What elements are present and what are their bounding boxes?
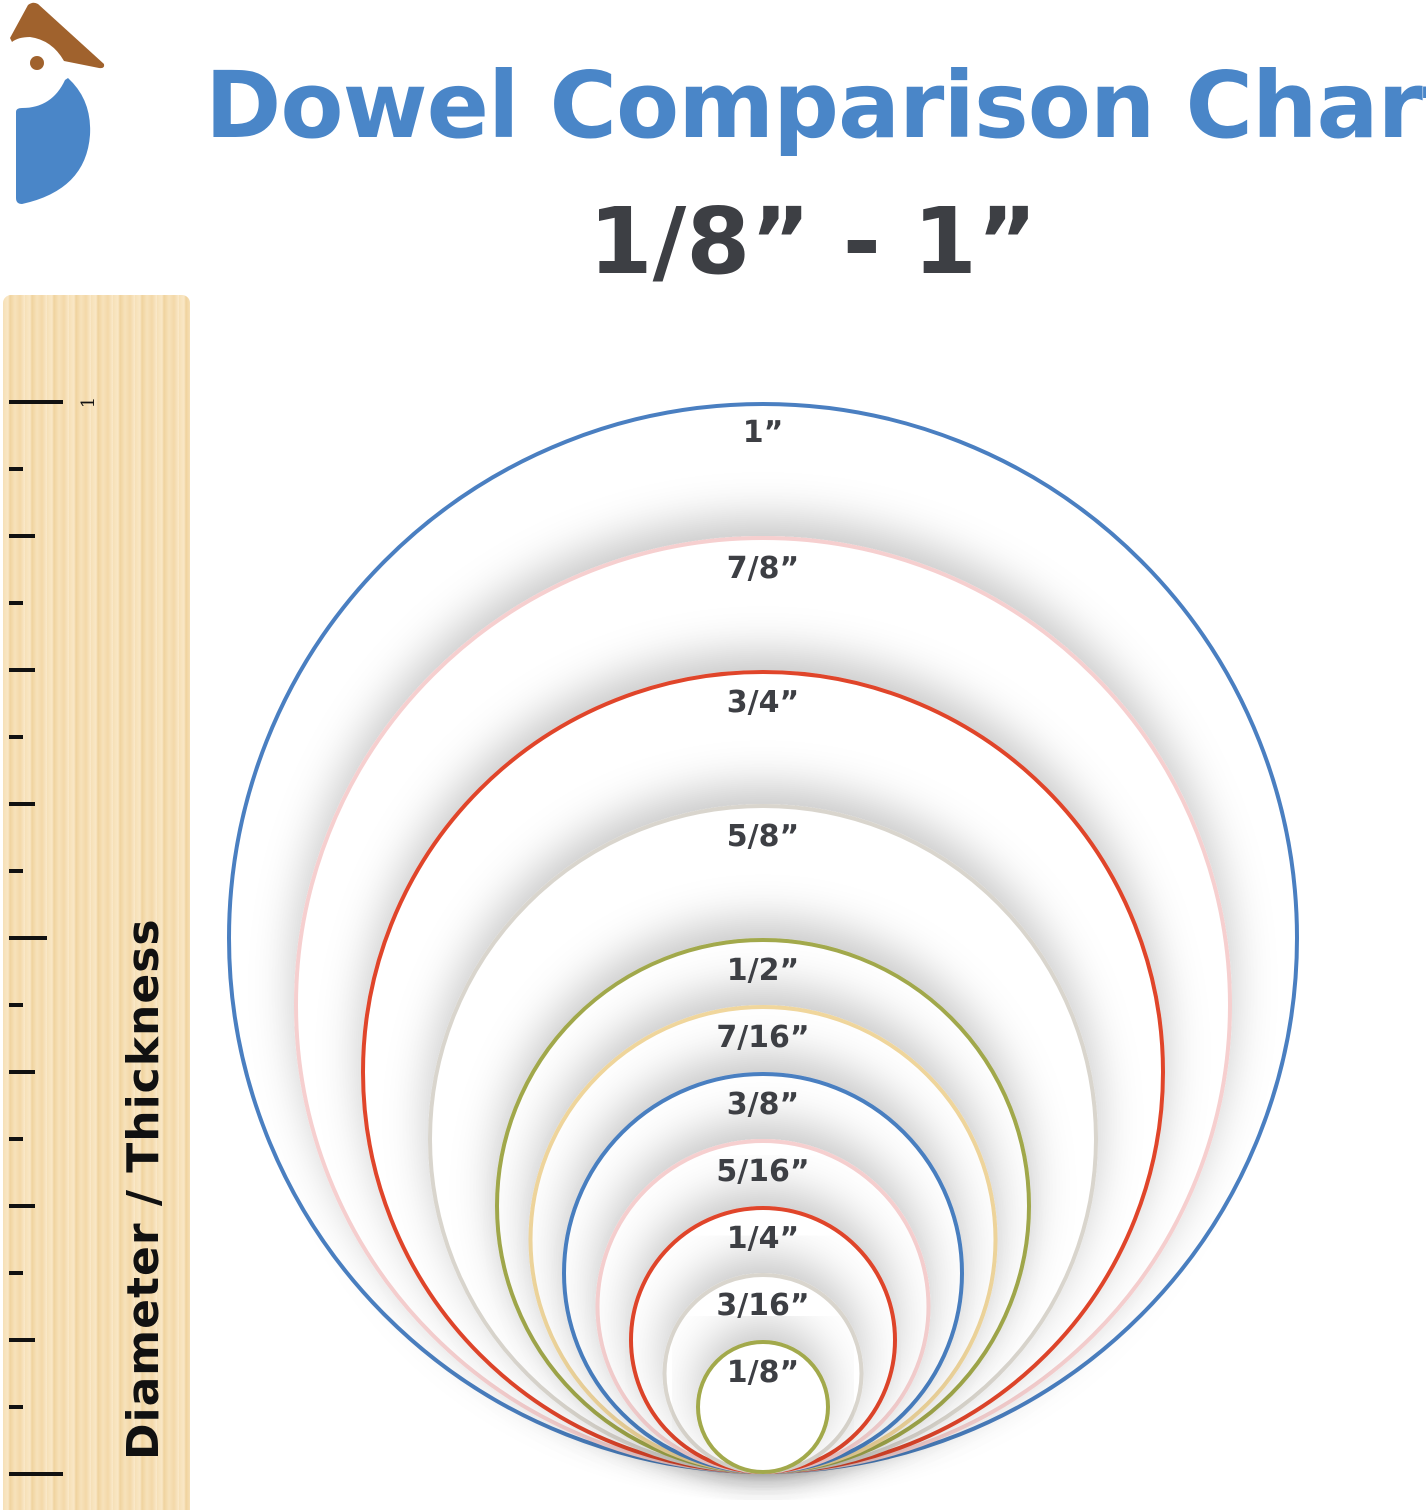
bird-logo bbox=[10, 2, 105, 204]
dowel-size-label: 1/2” bbox=[727, 953, 799, 988]
logo-eye bbox=[30, 56, 44, 70]
logo-crest bbox=[10, 2, 105, 69]
ruler-tick bbox=[9, 467, 23, 471]
ruler-tick bbox=[9, 601, 23, 605]
ruler-tick bbox=[9, 735, 23, 739]
ruler-tick bbox=[9, 1070, 35, 1074]
dowel-size-label: 3/4” bbox=[727, 685, 799, 720]
ruler-tick bbox=[9, 1003, 23, 1007]
ruler-tick bbox=[9, 1338, 35, 1342]
ruler-tick bbox=[9, 1271, 23, 1275]
ruler-tick bbox=[9, 1472, 63, 1476]
ruler-tick bbox=[9, 802, 35, 806]
dowel-size-label: 5/8” bbox=[727, 819, 799, 854]
ruler-tick bbox=[9, 1137, 23, 1141]
dowel-size-label: 7/8” bbox=[727, 551, 799, 586]
dowel-size-label: 1/8” bbox=[727, 1355, 799, 1390]
logo-body bbox=[16, 78, 91, 204]
ruler-tick bbox=[9, 869, 23, 873]
dowel-size-label: 5/16” bbox=[716, 1154, 809, 1189]
ruler: 1 bbox=[3, 295, 190, 1510]
dowel-size-label: 7/16” bbox=[716, 1020, 809, 1055]
dowel-size-label: 3/16” bbox=[716, 1288, 809, 1323]
dowel-size-label: 1/4” bbox=[727, 1221, 799, 1256]
dowel-size-label: 1” bbox=[743, 415, 784, 450]
ruler-tick bbox=[9, 400, 63, 404]
ruler-tick bbox=[9, 668, 35, 672]
page-subtitle: 1/8” - 1” bbox=[588, 188, 1038, 295]
dowel-circle bbox=[696, 1340, 830, 1474]
ruler-tick bbox=[9, 534, 35, 538]
ruler-tick bbox=[9, 1204, 35, 1208]
ruler-tick bbox=[9, 936, 47, 940]
dowel-size-label: 3/8” bbox=[727, 1087, 799, 1122]
page-title: Dowel Comparison Chart bbox=[205, 52, 1426, 159]
ruler-tick bbox=[9, 1405, 23, 1409]
